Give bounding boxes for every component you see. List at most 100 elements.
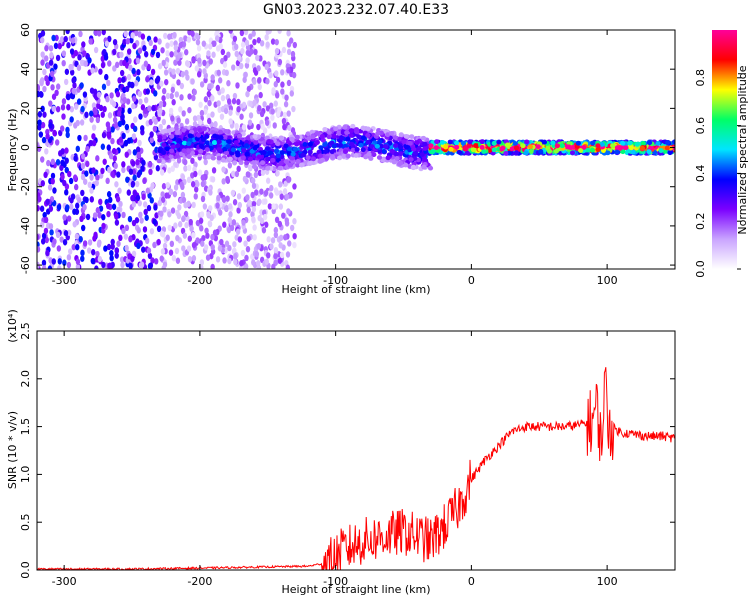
- heatmap-cell: [90, 257, 95, 265]
- heatmap-cell: [197, 57, 202, 64]
- heatmap-cell: [149, 79, 154, 86]
- heatmap-cell: [118, 234, 123, 242]
- heatmap-cell: [44, 45, 49, 52]
- heatmap-cell: [177, 221, 183, 228]
- heatmap-cell: [228, 211, 233, 218]
- heatmap-cell: [62, 179, 67, 187]
- heatmap-cell: [411, 146, 417, 152]
- heatmap-cell: [161, 118, 167, 126]
- y-tick-label: 2.0: [19, 370, 32, 388]
- heatmap-cell: [97, 212, 102, 219]
- heatmap-cell: [142, 45, 147, 52]
- heatmap-cell: [273, 226, 279, 234]
- heatmap-cell: [37, 119, 42, 126]
- heatmap-cell: [213, 121, 218, 128]
- heatmap-cell: [84, 170, 89, 177]
- heatmap-cell: [234, 170, 240, 178]
- heatmap-cell: [221, 166, 226, 173]
- heatmap-cell: [256, 242, 262, 250]
- heatmap-cell: [173, 44, 179, 51]
- heatmap-cell: [125, 176, 130, 183]
- heatmap-cell: [554, 143, 561, 149]
- heatmap-cell: [135, 146, 141, 153]
- heatmap-cell: [191, 231, 196, 239]
- heatmap-cell: [157, 137, 163, 143]
- heatmap-cell: [274, 216, 280, 224]
- heatmap-cell: [91, 133, 96, 140]
- heatmap-cell: [225, 175, 230, 183]
- heatmap-cell: [342, 149, 349, 155]
- heatmap-cell: [226, 139, 232, 144]
- heatmap-cell: [75, 119, 80, 127]
- heatmap-cell: [160, 129, 166, 135]
- heatmap-cell: [219, 113, 225, 120]
- heatmap-cell: [200, 195, 206, 203]
- heatmap-cell: [40, 121, 46, 129]
- heatmap-cell: [131, 160, 136, 167]
- heatmap-cell: [181, 196, 187, 204]
- heatmap-cell: [350, 123, 356, 129]
- heatmap-cell: [278, 203, 284, 210]
- heatmap-cell: [403, 162, 409, 168]
- heatmap-cell: [162, 206, 167, 213]
- heatmap-cell: [479, 139, 485, 145]
- snr-y-ticks: 0.0 0.5 1.0 1.5 2.0 2.5: [19, 322, 675, 579]
- heatmap-cell: [64, 68, 70, 75]
- heatmap-cell: [165, 42, 170, 49]
- heatmap-cell: [628, 145, 635, 151]
- heatmap-cell: [53, 42, 59, 50]
- heatmap-cell: [106, 79, 111, 87]
- heatmap-cell: [233, 140, 239, 145]
- heatmap-cell: [268, 192, 274, 199]
- heatmap-cell: [307, 149, 313, 155]
- heatmap-cell: [154, 77, 160, 84]
- heatmap-cell: [112, 38, 118, 46]
- heatmap-cell: [206, 211, 211, 218]
- heatmap-cell: [204, 134, 210, 139]
- heatmap-cell: [122, 59, 127, 67]
- heatmap-cell: [161, 142, 167, 148]
- heatmap-cell: [124, 85, 130, 93]
- heatmap-cell: [106, 191, 112, 198]
- heatmap-cell: [286, 67, 291, 74]
- heatmap-cell: [259, 188, 264, 195]
- heatmap-cell: [157, 62, 163, 70]
- heatmap-cell: [60, 125, 65, 132]
- heatmap-cell: [283, 159, 289, 164]
- heatmap-cell: [66, 254, 72, 261]
- heatmap-cell: [229, 224, 235, 232]
- heatmap-cell: [245, 57, 250, 64]
- heatmap-cell: [275, 170, 280, 177]
- heatmap-cell: [100, 61, 106, 69]
- heatmap-cell: [322, 149, 329, 154]
- heatmap-cell: [38, 131, 44, 138]
- heatmap-cell: [61, 98, 67, 105]
- heatmap-cell: [247, 199, 252, 206]
- heatmap-cell: [143, 208, 148, 216]
- heatmap-cell: [70, 37, 76, 44]
- heatmap-cell: [195, 237, 200, 244]
- heatmap-cell: [88, 38, 93, 45]
- heatmap-cell: [206, 50, 211, 57]
- heatmap-cell: [182, 232, 188, 239]
- heatmap-cell: [358, 142, 364, 148]
- heatmap-cell: [114, 247, 120, 254]
- heatmap-cell: [559, 143, 565, 149]
- heatmap-cell: [116, 240, 121, 247]
- heatmap-cell: [106, 243, 112, 251]
- heatmap-cell: [239, 30, 245, 37]
- heatmap-cell: [175, 67, 181, 75]
- heatmap-cell: [125, 98, 131, 105]
- heatmap-cell: [318, 145, 324, 150]
- heatmap-cell: [79, 119, 85, 126]
- heatmap-cell: [316, 149, 322, 155]
- heatmap-cell: [253, 140, 259, 145]
- heatmap-cell: [252, 78, 257, 85]
- heatmap-cell: [145, 76, 150, 83]
- heatmap-cell: [177, 52, 182, 59]
- heatmap-cell: [155, 165, 161, 172]
- heatmap-cell: [113, 162, 118, 170]
- heatmap-cell: [100, 167, 105, 175]
- heatmap-cell: [107, 166, 112, 174]
- heatmap-cell: [331, 143, 337, 149]
